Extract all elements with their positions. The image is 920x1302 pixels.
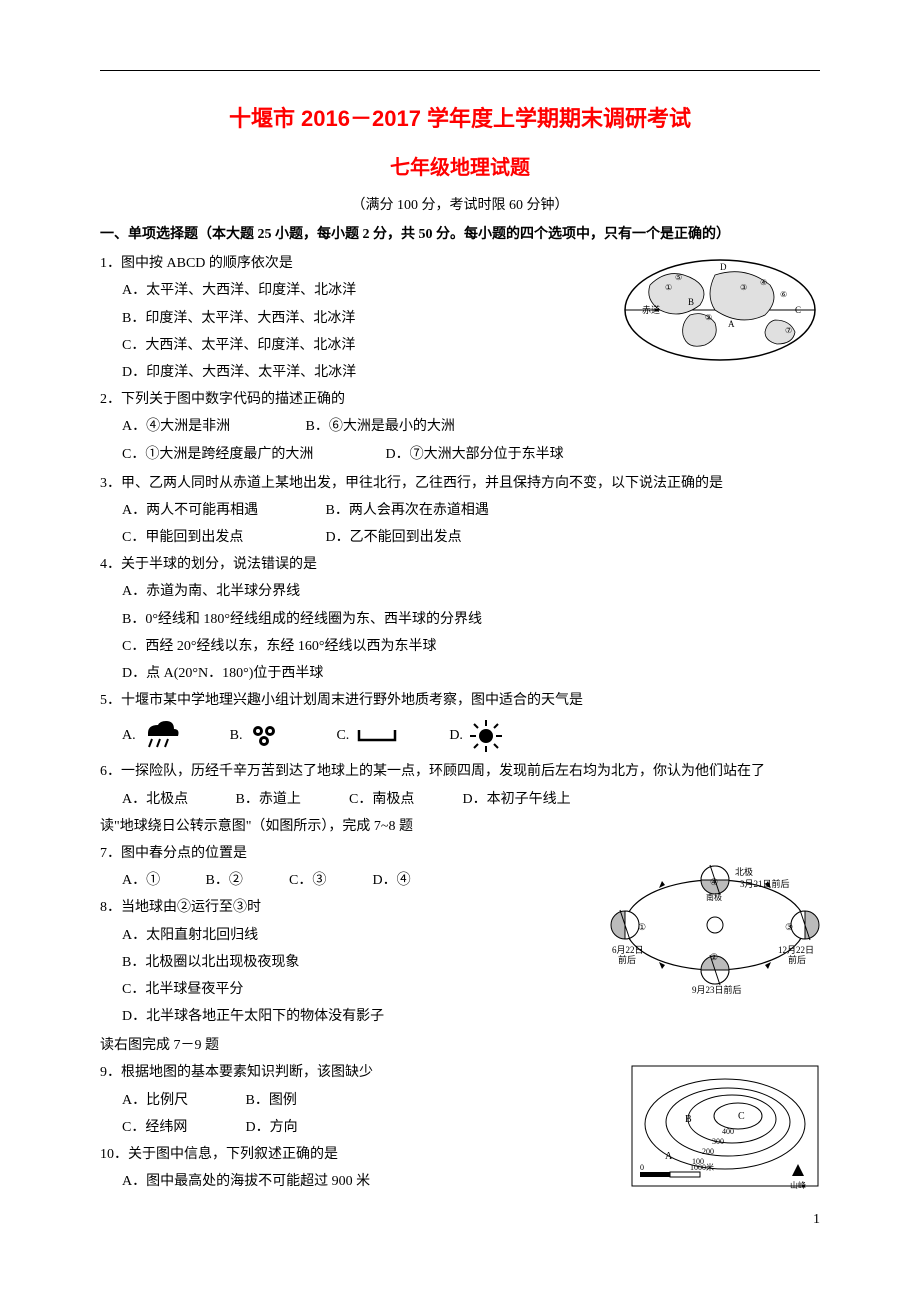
svg-text:③: ③ — [740, 283, 747, 292]
q5-stem: 5．十堰市某中学地理兴趣小组计划周末进行野外地质考察，图中适合的天气是 — [100, 688, 820, 713]
contour-figure: C A B 100 200 300 400 0 1000米 山峰 — [630, 1064, 820, 1204]
exam-title-main: 十堰市 2016－2017 学年度上学期期末调研考试 — [100, 101, 820, 133]
svg-text:9月23日前后: 9月23日前后 — [692, 984, 742, 995]
q5-opt-c-label: C. — [336, 728, 349, 744]
q5-options-row: A. B. C. D. — [122, 719, 820, 753]
rain-icon — [142, 721, 180, 751]
svg-text:3月21日前后: 3月21日前后 — [740, 878, 790, 889]
svg-text:C: C — [738, 1111, 745, 1122]
q5-opt-d-label: D. — [449, 728, 463, 744]
svg-text:④: ④ — [760, 278, 767, 287]
q9-opt-b: B．图例 — [246, 1088, 297, 1113]
overcast-icon — [355, 726, 399, 746]
svg-text:C: C — [795, 305, 801, 315]
svg-text:①: ① — [638, 922, 646, 932]
svg-text:200: 200 — [702, 1147, 714, 1156]
q2-opt-d: D．⑦大洲大部分位于东半球 — [386, 442, 564, 467]
q8-opt-d: D．北半球各地正午太阳下的物体没有影子 — [122, 1004, 820, 1029]
svg-text:北极: 北极 — [735, 866, 753, 877]
svg-text:南极: 南极 — [706, 892, 722, 902]
q2-opt-c: C．①大洲是跨经度最广的大洲 — [122, 442, 382, 467]
q7-opt-a: A．① — [122, 868, 202, 893]
svg-text:④: ④ — [710, 877, 718, 887]
q2-opts-row2: C．①大洲是跨经度最广的大洲 D．⑦大洲大部分位于东半球 — [122, 442, 820, 467]
q4-opt-a: A．赤道为南、北半球分界线 — [122, 579, 820, 604]
q6-opt-b: B．赤道上 — [236, 787, 346, 812]
q7-opt-d: D．④ — [373, 868, 411, 893]
q4-opt-c: C．西经 20°经线以东，东经 160°经线以西为东半球 — [122, 634, 820, 659]
q6-opt-c: C．南极点 — [349, 787, 459, 812]
svg-text:A: A — [665, 1151, 673, 1162]
q7-opt-c: C．③ — [289, 868, 369, 893]
q9-opt-a: A．比例尺 — [122, 1088, 242, 1113]
q4-opt-b: B．0°经线和 180°经线组成的经线圈为东、西半球的分界线 — [122, 607, 820, 632]
svg-text:300: 300 — [712, 1137, 724, 1146]
svg-text:A: A — [728, 319, 735, 329]
q5-opt-a-label: A. — [122, 728, 136, 744]
revolution-figure: 北极 3月21日前后 ④ 6月22日 前后 ① 12月22日 — [610, 845, 820, 995]
svg-text:1000米: 1000米 — [690, 1162, 714, 1172]
q5-opt-c: C. — [336, 726, 399, 746]
q3-opt-b: B．两人会再次在赤道相遇 — [326, 498, 489, 523]
q5-opt-b: B. — [230, 721, 287, 751]
q4-stem: 4．关于半球的划分，说法错误的是 — [100, 552, 820, 577]
svg-text:D: D — [720, 262, 727, 272]
svg-text:⑦: ⑦ — [785, 326, 792, 335]
q2-opt-a: A．④大洲是非洲 — [122, 414, 302, 439]
q2-opt-b: B．⑥大洲是最小的大洲 — [306, 414, 455, 439]
svg-text:③: ③ — [785, 922, 793, 932]
top-rule — [100, 70, 820, 71]
svg-text:①: ① — [665, 283, 672, 292]
svg-text:赤道: 赤道 — [642, 304, 660, 315]
q9-opt-d: D．方向 — [246, 1115, 298, 1140]
svg-text:0: 0 — [640, 1163, 644, 1172]
svg-text:前后: 前后 — [618, 954, 636, 965]
svg-text:前后: 前后 — [788, 954, 806, 965]
svg-text:400: 400 — [722, 1127, 734, 1136]
exam-title-sub: 七年级地理试题 — [100, 151, 820, 180]
q6-stem: 6．一探险队，历经千辛万苦到达了地球上的某一点，环顾四周，发现前后左右均为北方，… — [100, 759, 820, 784]
q3-opt-d: D．乙不能回到出发点 — [326, 525, 462, 550]
q5-opt-b-label: B. — [230, 728, 243, 744]
world-map-figure: 赤道 A B C D ① ② ③ ④ ⑤ ⑥ ⑦ — [620, 255, 820, 365]
svg-text:⑤: ⑤ — [675, 273, 682, 282]
q6-opts: A．北极点 B．赤道上 C．南极点 D．本初子午线上 — [122, 787, 820, 812]
svg-text:6月22日: 6月22日 — [612, 945, 644, 955]
q3-opt-c: C．甲能回到出发点 — [122, 525, 322, 550]
snow-icon — [248, 721, 286, 751]
q7-opt-b: B．② — [206, 868, 286, 893]
svg-text:⑥: ⑥ — [780, 290, 787, 299]
q5-opt-d: D. — [449, 719, 503, 753]
q2-stem: 2．下列关于图中数字代码的描述正确的 — [100, 387, 820, 412]
lead-9: 读右图完成 7－9 题 — [100, 1033, 820, 1058]
sunny-icon — [469, 719, 503, 753]
q6-opt-d: D．本初子午线上 — [463, 787, 571, 812]
q3-opts-row1: A．两人不可能再相遇 B．两人会再次在赤道相遇 — [122, 498, 820, 523]
q2-opts-row1: A．④大洲是非洲 B．⑥大洲是最小的大洲 — [122, 414, 820, 439]
q3-opt-a: A．两人不可能再相遇 — [122, 498, 322, 523]
svg-text:山峰: 山峰 — [790, 1180, 806, 1190]
q3-stem: 3．甲、乙两人同时从赤道上某地出发，甲往北行，乙往西行，并且保持方向不变，以下说… — [100, 471, 820, 496]
svg-text:B: B — [685, 1114, 692, 1125]
svg-text:②: ② — [710, 952, 718, 962]
q3-opts-row2: C．甲能回到出发点 D．乙不能回到出发点 — [122, 525, 820, 550]
page-number: 1 — [813, 1212, 820, 1228]
svg-text:②: ② — [705, 313, 712, 322]
lead-78: 读"地球绕日公转示意图"（如图所示），完成 7~8 题 — [100, 814, 820, 839]
q9-opt-c: C．经纬网 — [122, 1115, 242, 1140]
section1-heading: 一、单项选择题（本大题 25 小题，每小题 2 分，共 50 分。每小题的四个选… — [100, 222, 820, 247]
q4-opt-d: D．点 A(20°N．180°)位于西半球 — [122, 661, 820, 686]
q6-opt-a: A．北极点 — [122, 787, 232, 812]
svg-text:B: B — [688, 297, 694, 307]
exam-meta: （满分 100 分，考试时限 60 分钟） — [100, 194, 820, 214]
q5-opt-a: A. — [122, 721, 180, 751]
svg-text:12月22日: 12月22日 — [778, 945, 814, 955]
